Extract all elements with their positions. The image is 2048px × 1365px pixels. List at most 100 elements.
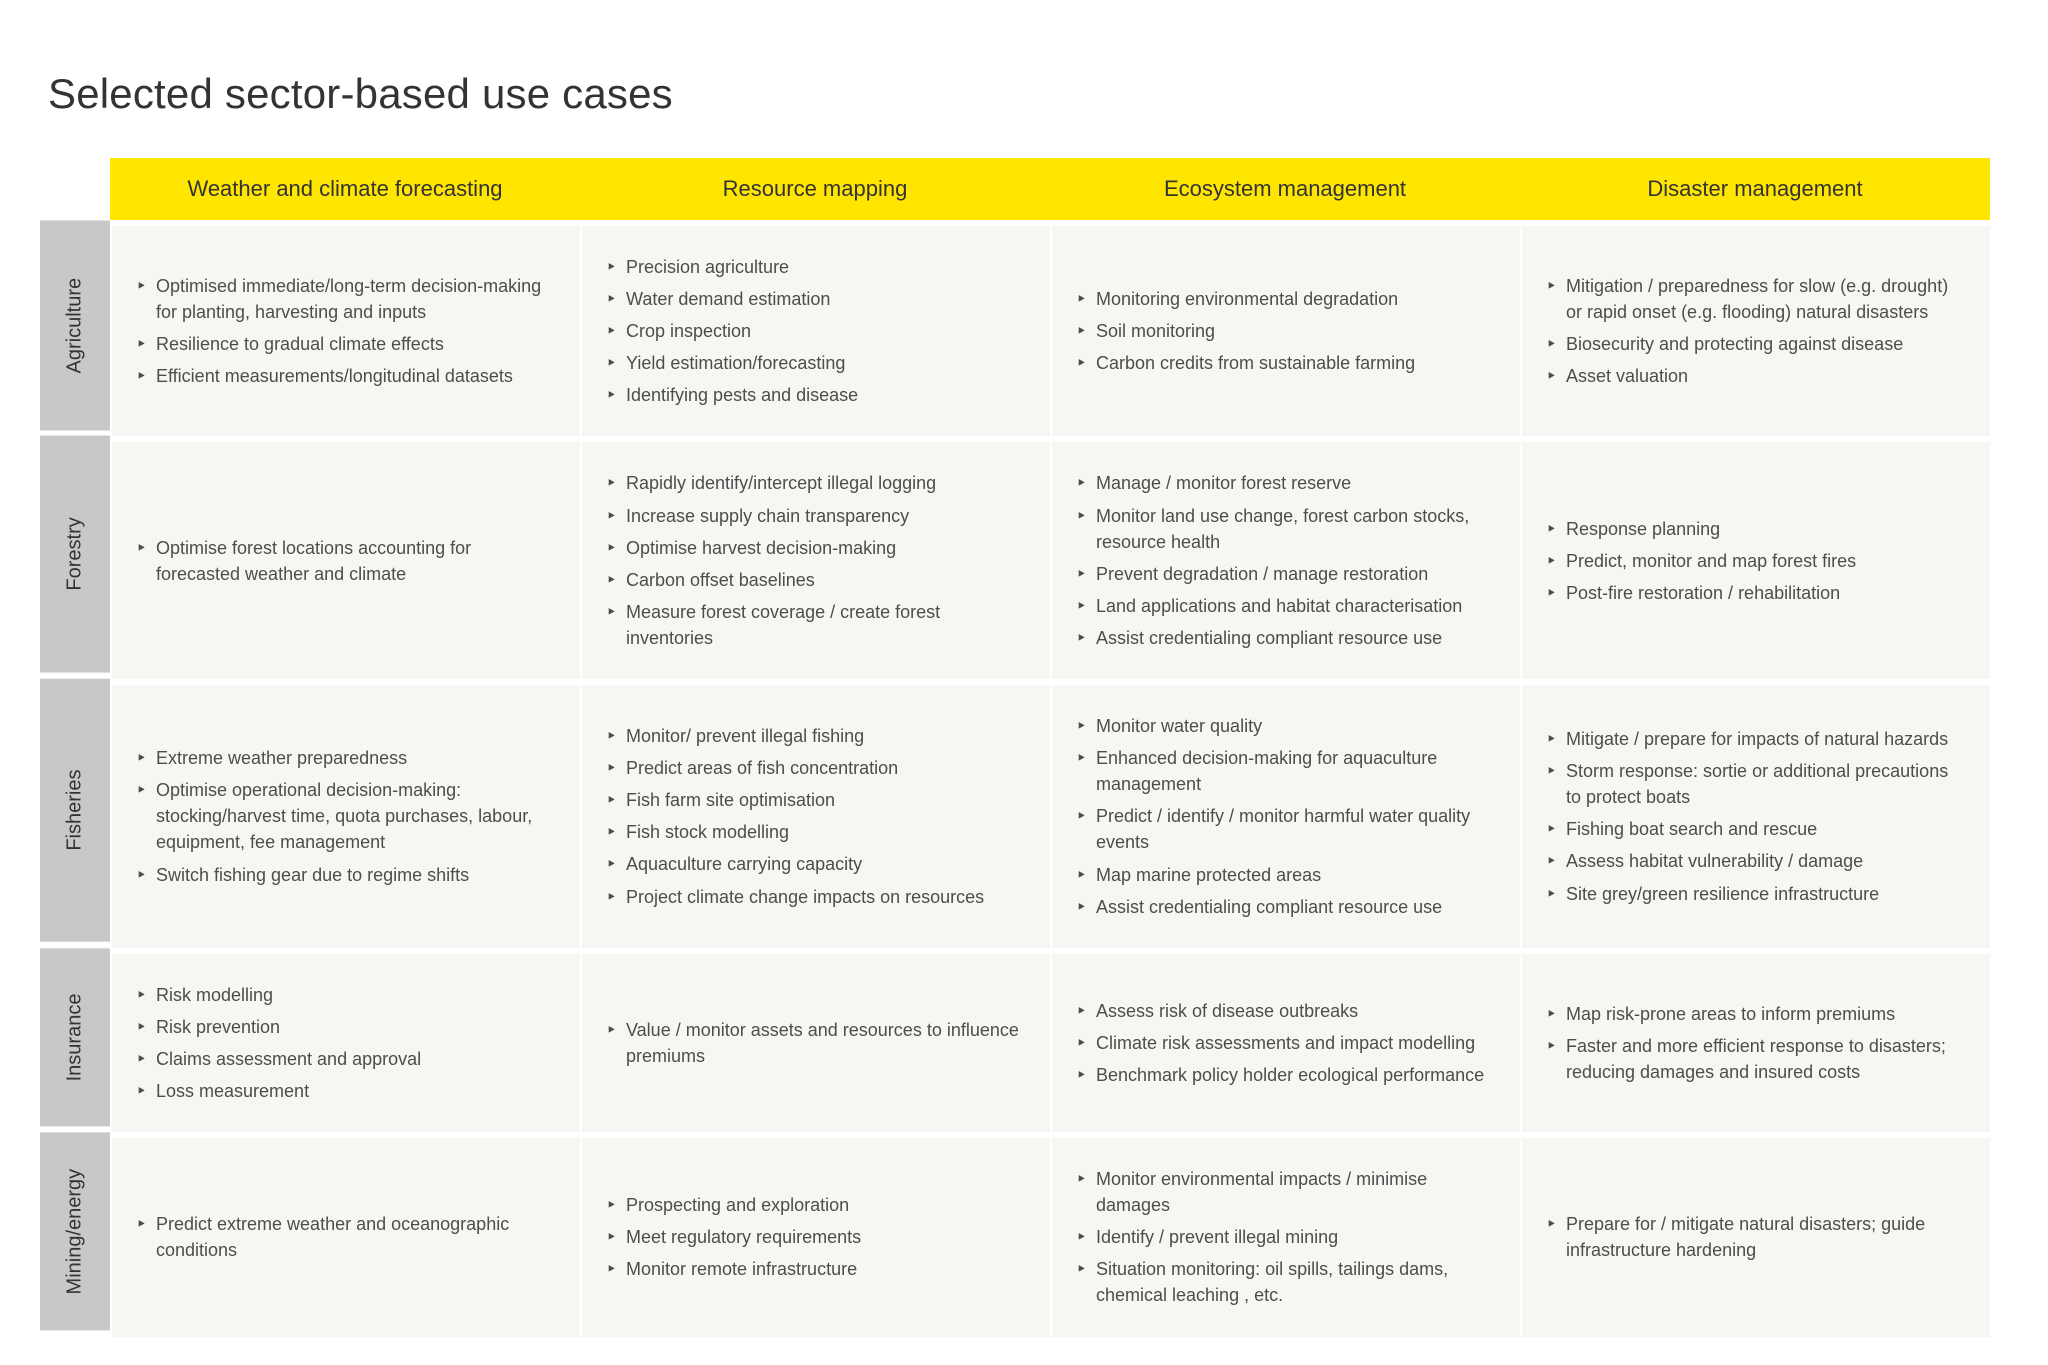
bullet-list: Manage / monitor forest reserve Monitor l…: [1072, 464, 1492, 657]
bullet-item: Situation monitoring: oil spills, tailin…: [1072, 1256, 1492, 1308]
bullet-list: Mitigation / preparedness for slow (e.g.…: [1542, 267, 1962, 395]
bullet-item: Monitor land use change, forest carbon s…: [1072, 503, 1492, 555]
cell-r3c1: Value / monitor assets and resources to …: [580, 948, 1050, 1132]
bullet-item: Loss measurement: [132, 1078, 552, 1104]
bullet-item: Assess risk of disease outbreaks: [1072, 998, 1492, 1024]
bullet-item: Fish stock modelling: [602, 819, 1022, 845]
cell-r4c0: Predict extreme weather and oceanographi…: [110, 1132, 580, 1336]
row-head-forestry: Forestry: [40, 436, 110, 679]
bullet-item: Biosecurity and protecting against disea…: [1542, 331, 1962, 357]
cell-r3c2: Assess risk of disease outbreaks Climate …: [1050, 948, 1520, 1132]
bullet-item: Predict areas of fish concentration: [602, 755, 1022, 781]
bullet-item: Assist credentialing compliant resource …: [1072, 625, 1492, 651]
bullet-item: Post-fire restoration / rehabilitation: [1542, 580, 1962, 606]
bullet-item: Aquaculture carrying capacity: [602, 851, 1022, 877]
bullet-item: Extreme weather preparedness: [132, 745, 552, 771]
bullet-item: Fishing boat search and rescue: [1542, 816, 1962, 842]
bullet-list: Map risk-prone areas to inform premiums F…: [1542, 995, 1962, 1091]
bullet-item: Precision agriculture: [602, 254, 1022, 280]
bullet-item: Map marine protected areas: [1072, 862, 1492, 888]
bullet-list: Rapidly identify/intercept illegal loggi…: [602, 464, 1022, 657]
bullet-item: Climate risk assessments and impact mode…: [1072, 1030, 1492, 1056]
bullet-item: Manage / monitor forest reserve: [1072, 470, 1492, 496]
page-title: Selected sector-based use cases: [48, 70, 2008, 118]
bullet-item: Efficient measurements/longitudinal data…: [132, 363, 552, 389]
bullet-list: Optimise forest locations accounting for…: [132, 529, 552, 593]
bullet-item: Risk prevention: [132, 1014, 552, 1040]
bullet-item: Monitoring environmental degradation: [1072, 286, 1492, 312]
bullet-item: Predict extreme weather and oceanographi…: [132, 1211, 552, 1263]
row-head-fisheries: Fisheries: [40, 679, 110, 948]
cell-r3c0: Risk modellingRisk preventionClaims asse…: [110, 948, 580, 1132]
bullet-item: Predict, monitor and map forest fires: [1542, 548, 1962, 574]
bullet-item: Project climate change impacts on resour…: [602, 884, 1022, 910]
bullet-item: Predict / identify / monitor harmful wat…: [1072, 803, 1492, 855]
bullet-item: Site grey/green resilience infrastructur…: [1542, 881, 1962, 907]
bullet-list: Prepare for / mitigate natural disasters…: [1542, 1205, 1962, 1269]
bullet-item: Land applications and habitat characteri…: [1072, 593, 1492, 619]
bullet-item: Faster and more efficient response to di…: [1542, 1033, 1962, 1085]
bullet-item: Response planning: [1542, 516, 1962, 542]
cell-r1c1: Rapidly identify/intercept illegal loggi…: [580, 436, 1050, 679]
bullet-item: Crop inspection: [602, 318, 1022, 344]
bullet-item: Value / monitor assets and resources to …: [602, 1017, 1022, 1069]
cell-r4c1: Prospecting and explorationMeet regulato…: [580, 1132, 1050, 1336]
cell-r1c0: Optimise forest locations accounting for…: [110, 436, 580, 679]
bullet-item: Switch fishing gear due to regime shifts: [132, 862, 552, 888]
bullet-list: Extreme weather preparedness Optimise ope…: [132, 739, 552, 893]
bullet-item: Identifying pests and disease: [602, 382, 1022, 408]
cell-r4c2: Monitor environmental impacts / minimise…: [1050, 1132, 1520, 1336]
bullet-item: Optimised immediate/long-term decision-m…: [132, 273, 552, 325]
col-head-3: Disaster management: [1520, 158, 1990, 220]
row-head-insurance: Insurance: [40, 948, 110, 1132]
bullet-list: Monitoring environmental degradation Soil…: [1072, 280, 1492, 382]
bullet-item: Storm response: sortie or additional pre…: [1542, 758, 1962, 810]
bullet-item: Prospecting and exploration: [602, 1192, 1022, 1218]
bullet-item: Assist credentialing compliant resource …: [1072, 894, 1492, 920]
cell-r3c3: Map risk-prone areas to inform premiums F…: [1520, 948, 1990, 1132]
bullet-item: Mitigation / preparedness for slow (e.g.…: [1542, 273, 1962, 325]
bullet-list: Value / monitor assets and resources to …: [602, 1011, 1022, 1075]
bullet-item: Increase supply chain transparency: [602, 503, 1022, 529]
row-head-agriculture: Agriculture: [40, 220, 110, 436]
bullet-item: Water demand estimation: [602, 286, 1022, 312]
cell-r0c3: Mitigation / preparedness for slow (e.g.…: [1520, 220, 1990, 436]
row-head-mining-energy: Mining/energy: [40, 1132, 110, 1336]
bullet-item: Monitor environmental impacts / minimise…: [1072, 1166, 1492, 1218]
bullet-item: Benchmark policy holder ecological perfo…: [1072, 1062, 1492, 1088]
bullet-item: Carbon credits from sustainable farming: [1072, 350, 1492, 376]
page: Selected sector-based use cases Weather …: [0, 0, 2048, 1365]
bullet-item: Monitor remote infrastructure: [602, 1256, 1022, 1282]
bullet-item: Optimise harvest decision-making: [602, 535, 1022, 561]
bullet-item: Measure forest coverage / create forest …: [602, 599, 1022, 651]
bullet-list: Monitor environmental impacts / minimise…: [1072, 1160, 1492, 1314]
cell-r1c3: Response planning Predict, monitor and ma…: [1520, 436, 1990, 679]
bullet-item: Prevent degradation / manage restoration: [1072, 561, 1492, 587]
cell-r2c1: Monitor/ prevent illegal fishing Predict …: [580, 679, 1050, 948]
bullet-item: Monitor/ prevent illegal fishing: [602, 723, 1022, 749]
bullet-item: Identify / prevent illegal mining: [1072, 1224, 1492, 1250]
cell-r2c2: Monitor water qualityEnhanced decision-m…: [1050, 679, 1520, 948]
bullet-item: Carbon offset baselines: [602, 567, 1022, 593]
bullet-item: Map risk-prone areas to inform premiums: [1542, 1001, 1962, 1027]
bullet-item: Soil monitoring: [1072, 318, 1492, 344]
bullet-list: Predict extreme weather and oceanographi…: [132, 1205, 552, 1269]
cell-r2c3: Mitigate / prepare for impacts of natura…: [1520, 679, 1990, 948]
bullet-item: Enhanced decision-making for aquaculture…: [1072, 745, 1492, 797]
bullet-list: Optimised immediate/long-term decision-m…: [132, 267, 552, 395]
table-corner: [40, 158, 110, 220]
bullet-item: Optimise operational decision-making: st…: [132, 777, 552, 855]
bullet-item: Assess habitat vulnerability / damage: [1542, 848, 1962, 874]
bullet-list: Precision agriculture Water demand estima…: [602, 248, 1022, 414]
bullet-list: Monitor water qualityEnhanced decision-m…: [1072, 707, 1492, 926]
cell-r2c0: Extreme weather preparedness Optimise ope…: [110, 679, 580, 948]
cell-r0c0: Optimised immediate/long-term decision-m…: [110, 220, 580, 436]
bullet-item: Prepare for / mitigate natural disasters…: [1542, 1211, 1962, 1263]
cell-r1c2: Manage / monitor forest reserve Monitor l…: [1050, 436, 1520, 679]
bullet-item: Fish farm site optimisation: [602, 787, 1022, 813]
bullet-list: Response planning Predict, monitor and ma…: [1542, 510, 1962, 612]
cell-r0c1: Precision agriculture Water demand estima…: [580, 220, 1050, 436]
bullet-item: Yield estimation/forecasting: [602, 350, 1022, 376]
bullet-list: Risk modellingRisk preventionClaims asse…: [132, 976, 552, 1110]
bullet-item: Asset valuation: [1542, 363, 1962, 389]
